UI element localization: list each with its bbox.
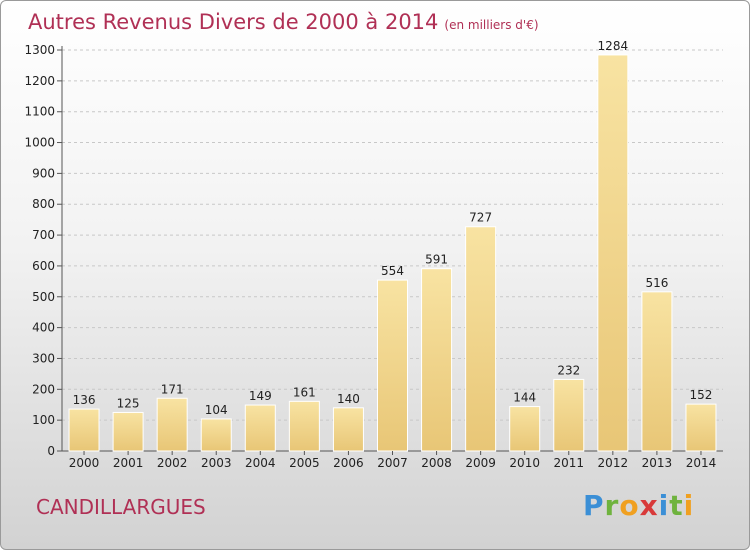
y-tick-label: 900 xyxy=(32,166,55,180)
bar xyxy=(156,397,188,452)
chart-subtitle: (en milliers d'€) xyxy=(444,18,539,32)
x-tick-label: 2007 xyxy=(377,456,408,470)
x-tick-label: 2002 xyxy=(157,456,188,470)
data-label: 1284 xyxy=(598,39,629,53)
logo-letter: i xyxy=(683,489,695,522)
bar xyxy=(509,406,541,452)
chart-title-text: Autres Revenus Divers de 2000 à 2014 xyxy=(28,10,439,34)
logo-letter: i xyxy=(658,489,670,522)
data-label: 554 xyxy=(381,264,404,278)
logo-letter: x xyxy=(639,489,659,522)
x-tick-label: 2011 xyxy=(553,456,584,470)
y-tick-label: 1000 xyxy=(24,136,55,150)
data-label: 136 xyxy=(73,393,96,407)
x-tick-label: 2003 xyxy=(201,456,232,470)
logo-letter: t xyxy=(669,489,684,522)
logo-letter: r xyxy=(604,489,620,522)
x-tick-label: 2009 xyxy=(465,456,496,470)
bar xyxy=(465,226,497,452)
y-tick-label: 600 xyxy=(32,259,55,273)
bar xyxy=(112,411,144,452)
data-label: 125 xyxy=(117,396,140,410)
data-label: 232 xyxy=(557,363,580,377)
bar xyxy=(68,408,100,452)
data-label: 516 xyxy=(645,276,668,290)
location-name: CANDILLARGUES xyxy=(36,495,206,519)
data-label: 161 xyxy=(293,385,316,399)
data-label: 152 xyxy=(690,388,713,402)
x-tick-label: 2008 xyxy=(421,456,452,470)
x-tick-label: 2013 xyxy=(642,456,673,470)
bar xyxy=(288,400,320,452)
x-tick-label: 2014 xyxy=(686,456,717,470)
y-tick-label: 1200 xyxy=(24,74,55,88)
data-label: 140 xyxy=(337,392,360,406)
bar xyxy=(641,291,673,452)
y-tick-label: 100 xyxy=(32,413,55,427)
y-tick-label: 700 xyxy=(32,228,55,242)
x-tick-label: 2010 xyxy=(509,456,540,470)
data-label: 591 xyxy=(425,253,448,267)
data-label: 171 xyxy=(161,382,184,396)
y-tick-label: 800 xyxy=(32,197,55,211)
data-label: 149 xyxy=(249,389,272,403)
y-tick-label: 400 xyxy=(32,321,55,335)
y-tick-label: 500 xyxy=(32,290,55,304)
logo-letter: o xyxy=(619,489,640,522)
logo-letter: P xyxy=(583,489,605,522)
proxiti-logo: Proxiti xyxy=(583,489,694,522)
data-label: 104 xyxy=(205,403,228,417)
chart-title: Autres Revenus Divers de 2000 à 2014 (en … xyxy=(28,10,539,34)
y-tick-label: 300 xyxy=(32,351,55,365)
x-tick-label: 2001 xyxy=(113,456,144,470)
data-label: 727 xyxy=(469,211,492,225)
bar xyxy=(332,407,364,452)
bar xyxy=(377,279,408,452)
bar xyxy=(685,403,717,452)
y-tick-label: 200 xyxy=(32,382,55,396)
x-tick-label: 2005 xyxy=(289,456,320,470)
data-label: 144 xyxy=(513,391,536,405)
bar xyxy=(244,404,276,452)
y-tick-label: 1100 xyxy=(24,105,55,119)
bar xyxy=(553,378,585,452)
x-tick-label: 2006 xyxy=(333,456,364,470)
bar xyxy=(597,54,629,452)
x-tick-label: 2012 xyxy=(598,456,629,470)
y-tick-label: 0 xyxy=(47,444,55,458)
x-tick-label: 2004 xyxy=(245,456,276,470)
x-tick-label: 2000 xyxy=(69,456,100,470)
bar xyxy=(421,268,453,452)
bar xyxy=(200,418,232,452)
y-tick-label: 1300 xyxy=(24,43,55,57)
